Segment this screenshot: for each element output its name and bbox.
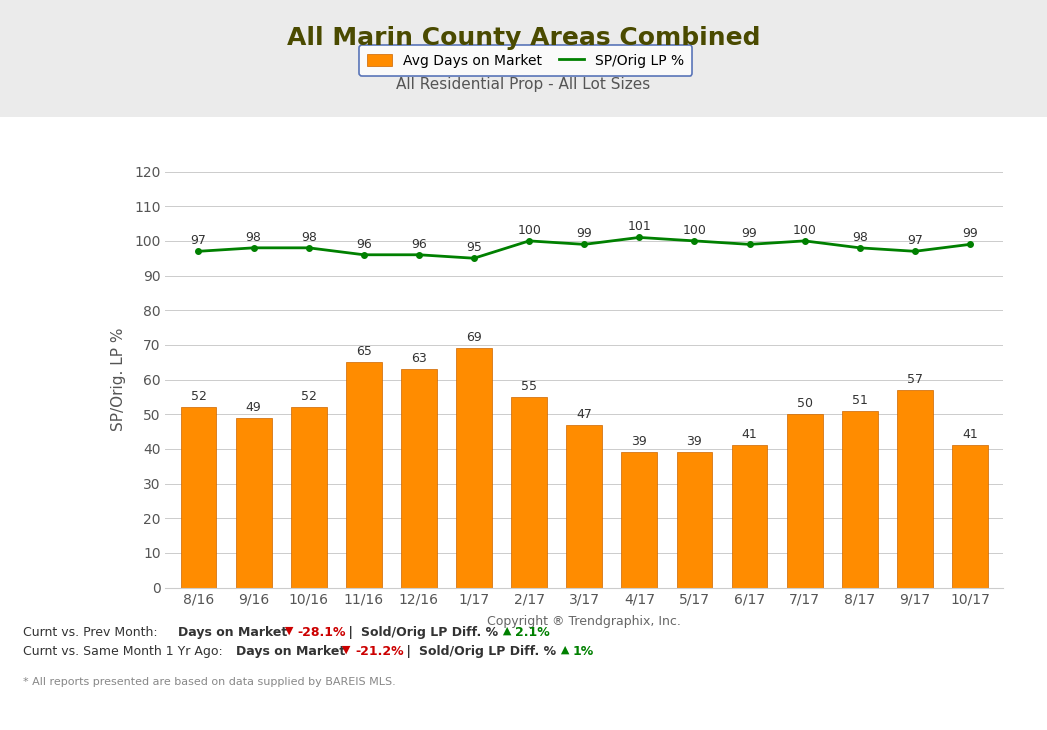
Text: Curnt vs. Same Month 1 Yr Ago:: Curnt vs. Same Month 1 Yr Ago: bbox=[23, 645, 227, 658]
Text: All Marin County Areas Combined: All Marin County Areas Combined bbox=[287, 26, 760, 50]
Bar bbox=[622, 453, 658, 588]
Text: 65: 65 bbox=[356, 345, 372, 358]
Bar bbox=[401, 369, 437, 588]
Text: 97: 97 bbox=[191, 234, 206, 247]
Text: 100: 100 bbox=[793, 223, 817, 237]
Text: 49: 49 bbox=[246, 401, 262, 414]
Text: Curnt vs. Prev Month:: Curnt vs. Prev Month: bbox=[23, 626, 161, 639]
Text: 99: 99 bbox=[962, 227, 978, 240]
Text: |: | bbox=[344, 626, 358, 639]
Text: 41: 41 bbox=[741, 429, 757, 442]
Text: 63: 63 bbox=[411, 352, 427, 365]
Bar bbox=[952, 445, 988, 588]
Bar bbox=[732, 445, 767, 588]
Text: ▲: ▲ bbox=[557, 645, 570, 655]
Text: 39: 39 bbox=[631, 435, 647, 448]
Bar bbox=[566, 425, 602, 588]
Bar bbox=[236, 418, 271, 588]
Text: 99: 99 bbox=[741, 227, 757, 240]
Bar bbox=[897, 390, 933, 588]
Text: All Residential Prop - All Lot Sizes: All Residential Prop - All Lot Sizes bbox=[397, 77, 650, 92]
X-axis label: Copyright ® Trendgraphix, Inc.: Copyright ® Trendgraphix, Inc. bbox=[487, 615, 682, 628]
Text: 100: 100 bbox=[517, 223, 541, 237]
Y-axis label: SP/Orig. LP %: SP/Orig. LP % bbox=[111, 328, 126, 431]
Text: 96: 96 bbox=[356, 237, 372, 250]
Text: 51: 51 bbox=[852, 393, 868, 407]
Bar bbox=[842, 411, 877, 588]
Text: ▼: ▼ bbox=[338, 645, 351, 655]
Text: |: | bbox=[402, 645, 416, 658]
Text: 101: 101 bbox=[627, 220, 651, 234]
Legend: Avg Days on Market, SP/Orig LP %: Avg Days on Market, SP/Orig LP % bbox=[359, 45, 692, 76]
Text: Days on Market: Days on Market bbox=[178, 626, 287, 639]
Text: 52: 52 bbox=[300, 390, 316, 403]
Bar bbox=[180, 407, 217, 588]
Text: 95: 95 bbox=[466, 241, 482, 254]
Text: 50: 50 bbox=[797, 397, 812, 410]
Text: 55: 55 bbox=[521, 380, 537, 393]
Text: 39: 39 bbox=[687, 435, 703, 448]
Text: 52: 52 bbox=[191, 390, 206, 403]
Text: Sold/Orig LP Diff. %: Sold/Orig LP Diff. % bbox=[361, 626, 498, 639]
Text: 2.1%: 2.1% bbox=[515, 626, 550, 639]
Bar bbox=[291, 407, 327, 588]
Text: * All reports presented are based on data supplied by BAREIS MLS.: * All reports presented are based on dat… bbox=[23, 677, 396, 688]
Text: 100: 100 bbox=[683, 223, 707, 237]
Text: ▼: ▼ bbox=[281, 626, 293, 636]
Text: 98: 98 bbox=[300, 231, 316, 244]
Text: 41: 41 bbox=[962, 429, 978, 442]
Text: 47: 47 bbox=[576, 407, 593, 420]
Text: 1%: 1% bbox=[573, 645, 594, 658]
Bar bbox=[676, 453, 712, 588]
Text: ▲: ▲ bbox=[499, 626, 512, 636]
Text: 98: 98 bbox=[246, 231, 262, 244]
Text: Sold/Orig LP Diff. %: Sold/Orig LP Diff. % bbox=[419, 645, 556, 658]
Text: 96: 96 bbox=[411, 237, 427, 250]
Text: 57: 57 bbox=[907, 373, 922, 386]
Text: Days on Market: Days on Market bbox=[236, 645, 344, 658]
Bar bbox=[786, 415, 823, 588]
Text: 97: 97 bbox=[907, 234, 922, 247]
Text: 69: 69 bbox=[466, 331, 482, 345]
Text: -21.2%: -21.2% bbox=[355, 645, 403, 658]
Text: 98: 98 bbox=[852, 231, 868, 244]
Text: 99: 99 bbox=[576, 227, 593, 240]
Text: -28.1%: -28.1% bbox=[297, 626, 346, 639]
Bar bbox=[456, 348, 492, 588]
Bar bbox=[346, 362, 382, 588]
Bar bbox=[511, 397, 547, 588]
